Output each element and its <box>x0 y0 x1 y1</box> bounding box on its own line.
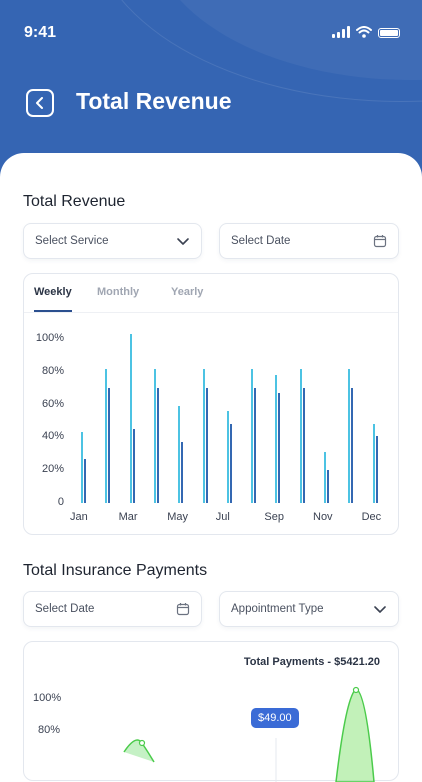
y-tick-label: 80% <box>38 724 61 736</box>
x-tick-label: Jul <box>215 511 230 523</box>
insurance-point <box>352 686 360 694</box>
x-tick-label: May <box>167 511 188 523</box>
bar-secondary <box>302 388 305 503</box>
select-date-label: Select Date <box>231 235 291 247</box>
y-tick-label: 60% <box>41 397 64 410</box>
insurance-line-chart <box>123 686 375 782</box>
bar-primary <box>275 375 278 503</box>
bar-secondary <box>278 393 281 503</box>
payment-tooltip: $49.00 <box>251 708 299 728</box>
bar-primary <box>226 411 229 503</box>
y-tick-label: 0 <box>57 496 64 508</box>
bar-secondary <box>132 429 135 503</box>
revenue-bar-chart: 100% 80% 60% 40% 20% 0 Jan Mar May Jul Sep Nov Dec <box>24 274 398 534</box>
back-button[interactable] <box>26 89 54 117</box>
bar-primary <box>81 432 83 503</box>
battery-icon <box>378 28 400 38</box>
bar-secondary <box>205 388 208 503</box>
period-tabs: Weekly Monthly Yearly <box>24 274 398 313</box>
x-tick-label: Mar <box>118 511 138 523</box>
insurance-select-date-label: Select Date <box>35 603 95 615</box>
bar-primary <box>129 334 132 503</box>
bar-primary <box>324 452 326 503</box>
bar-secondary <box>327 470 329 503</box>
bar-secondary <box>351 388 354 503</box>
signal-icon <box>332 26 350 38</box>
y-tick-label: 100% <box>35 332 64 344</box>
insurance-select-date-field[interactable]: Select Date <box>23 591 202 627</box>
x-tick-label: Nov <box>313 511 333 523</box>
bar-primary <box>153 368 156 503</box>
chevron-down-icon <box>374 606 386 613</box>
bar-primary <box>202 368 205 503</box>
revenue-chart-card: Weekly Monthly Yearly 100% 80% 60% 40% 20% 0 J… <box>23 273 399 535</box>
y-tick-label: 40% <box>41 430 64 443</box>
bar-primary <box>348 368 351 503</box>
calendar-icon <box>176 603 190 616</box>
chevron-left-icon <box>36 97 43 109</box>
x-tick-label: Sep <box>264 511 284 523</box>
tab-monthly[interactable]: Monthly <box>97 286 140 298</box>
tab-yearly[interactable]: Yearly <box>171 286 204 298</box>
bar-secondary <box>229 424 232 503</box>
status-time: 9:41 <box>24 24 57 41</box>
insurance-chart-card: Total Payments - $5421.20 100% 80% $49.0… <box>23 641 399 782</box>
x-tick-label: Dec <box>361 511 382 523</box>
bar-primary <box>299 368 302 503</box>
insurance-section-title: Total Insurance Payments <box>23 562 208 579</box>
bar-secondary <box>84 458 86 503</box>
select-service-label: Select Service <box>35 235 109 247</box>
bar-secondary <box>156 388 159 503</box>
y-tick-label: 20% <box>41 463 64 476</box>
appointment-type-dropdown[interactable]: Appointment Type <box>219 591 399 627</box>
bar-secondary <box>254 388 257 503</box>
status-bar: 9:41 <box>0 0 422 60</box>
select-service-dropdown[interactable]: Select Service <box>23 223 202 259</box>
content-sheet: Total Revenue Select Service Select Date… <box>0 153 422 782</box>
page-title: Total Revenue <box>76 88 232 114</box>
bar-secondary <box>375 435 378 503</box>
wifi-icon <box>356 26 372 38</box>
bar-primary <box>372 424 375 503</box>
bar-secondary <box>108 388 111 503</box>
total-payments-label: Total Payments - $5421.20 <box>243 656 380 668</box>
bar-primary <box>251 368 254 503</box>
active-tab-indicator <box>34 310 72 312</box>
bar-primary <box>178 406 181 503</box>
y-tick-label: 100% <box>33 692 62 704</box>
chevron-down-icon <box>177 238 189 245</box>
calendar-icon <box>373 235 387 248</box>
insurance-curve-right <box>335 688 375 782</box>
revenue-section-title: Total Revenue <box>23 193 126 210</box>
bar-secondary <box>181 442 184 503</box>
status-icons <box>332 26 400 38</box>
appointment-type-label: Appointment Type <box>231 603 324 615</box>
x-tick-label: Jan <box>70 511 88 523</box>
insurance-point <box>138 739 146 747</box>
y-tick-label: 80% <box>41 364 64 377</box>
tab-weekly[interactable]: Weekly <box>34 286 72 298</box>
bar-primary <box>105 368 108 503</box>
select-date-field[interactable]: Select Date <box>219 223 399 259</box>
